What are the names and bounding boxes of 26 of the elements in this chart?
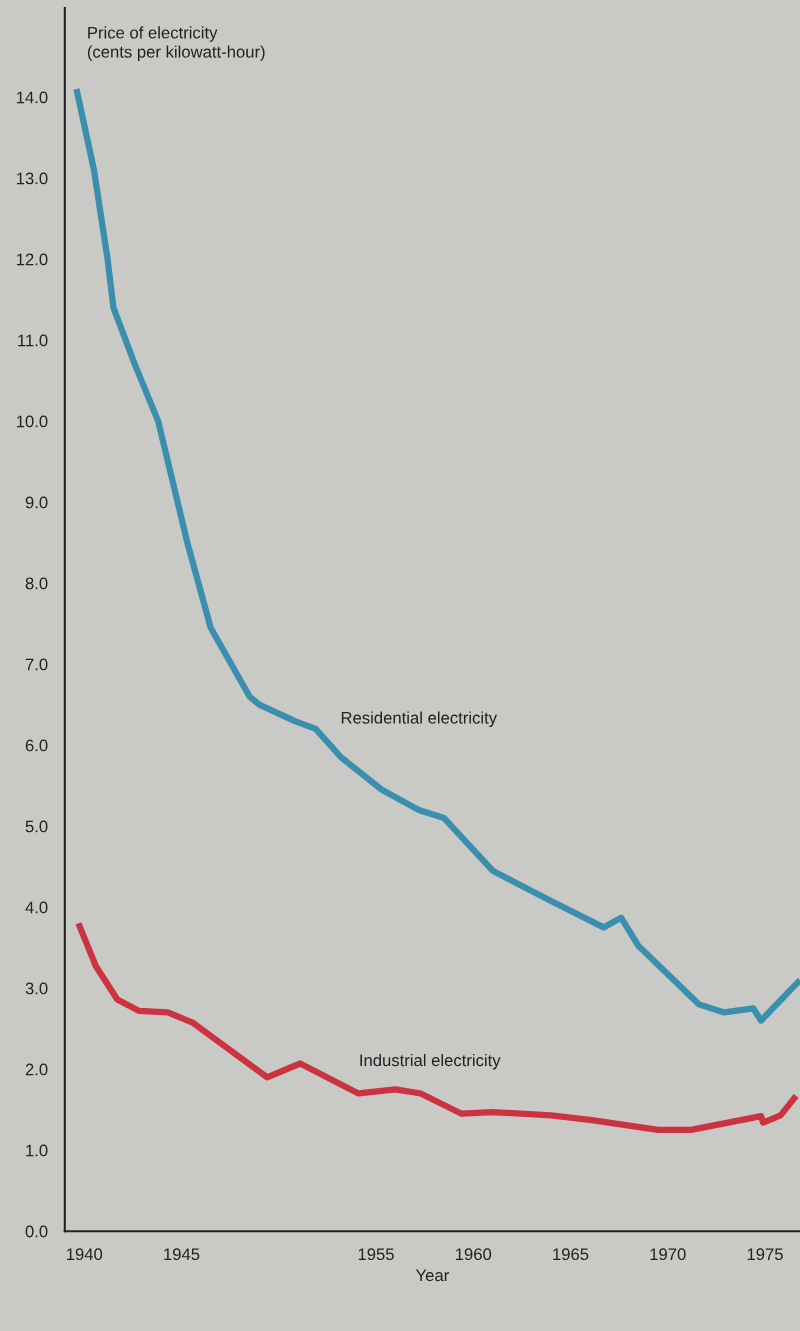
x-tick-label: 1945 xyxy=(164,1248,200,1261)
x-tick-label: 1975 xyxy=(747,1248,783,1261)
y-tick-label: 9.0 xyxy=(25,496,48,509)
x-tick-label: 1970 xyxy=(650,1248,686,1261)
y-tick-label: 2.0 xyxy=(25,1063,48,1076)
x-axis-title: Year xyxy=(415,1269,449,1282)
x-tick-label: 1960 xyxy=(455,1248,492,1261)
y-tick-label: 7.0 xyxy=(25,658,48,671)
y-tick-label: 11.0 xyxy=(18,334,48,347)
y-tick-label: 5.0 xyxy=(25,820,48,833)
y-tick-label: 10.0 xyxy=(16,415,48,428)
x-tick-label: 1940 xyxy=(66,1248,103,1261)
y-tick-label: 3.0 xyxy=(25,982,48,995)
series-label: Residential electricity xyxy=(341,711,498,728)
y-tick-label: 6.0 xyxy=(25,739,48,752)
y-tick-label: 0.0 xyxy=(25,1225,48,1238)
y-tick-label: 1.0 xyxy=(26,1144,48,1157)
y-tick-label: 12.0 xyxy=(16,253,48,266)
series-label: Industrial electricity xyxy=(360,1053,501,1070)
x-tick-label: 1965 xyxy=(553,1248,589,1261)
y-tick-label: 14.0 xyxy=(16,91,48,104)
y-axis-title: Price of electricity (cents per kilowatt-hour) xyxy=(87,26,265,62)
y-tick-label: 13.0 xyxy=(16,172,48,185)
x-tick-label: 1955 xyxy=(358,1248,394,1261)
y-tick-label: 4.0 xyxy=(25,901,48,914)
y-tick-label: 8.0 xyxy=(25,577,48,590)
